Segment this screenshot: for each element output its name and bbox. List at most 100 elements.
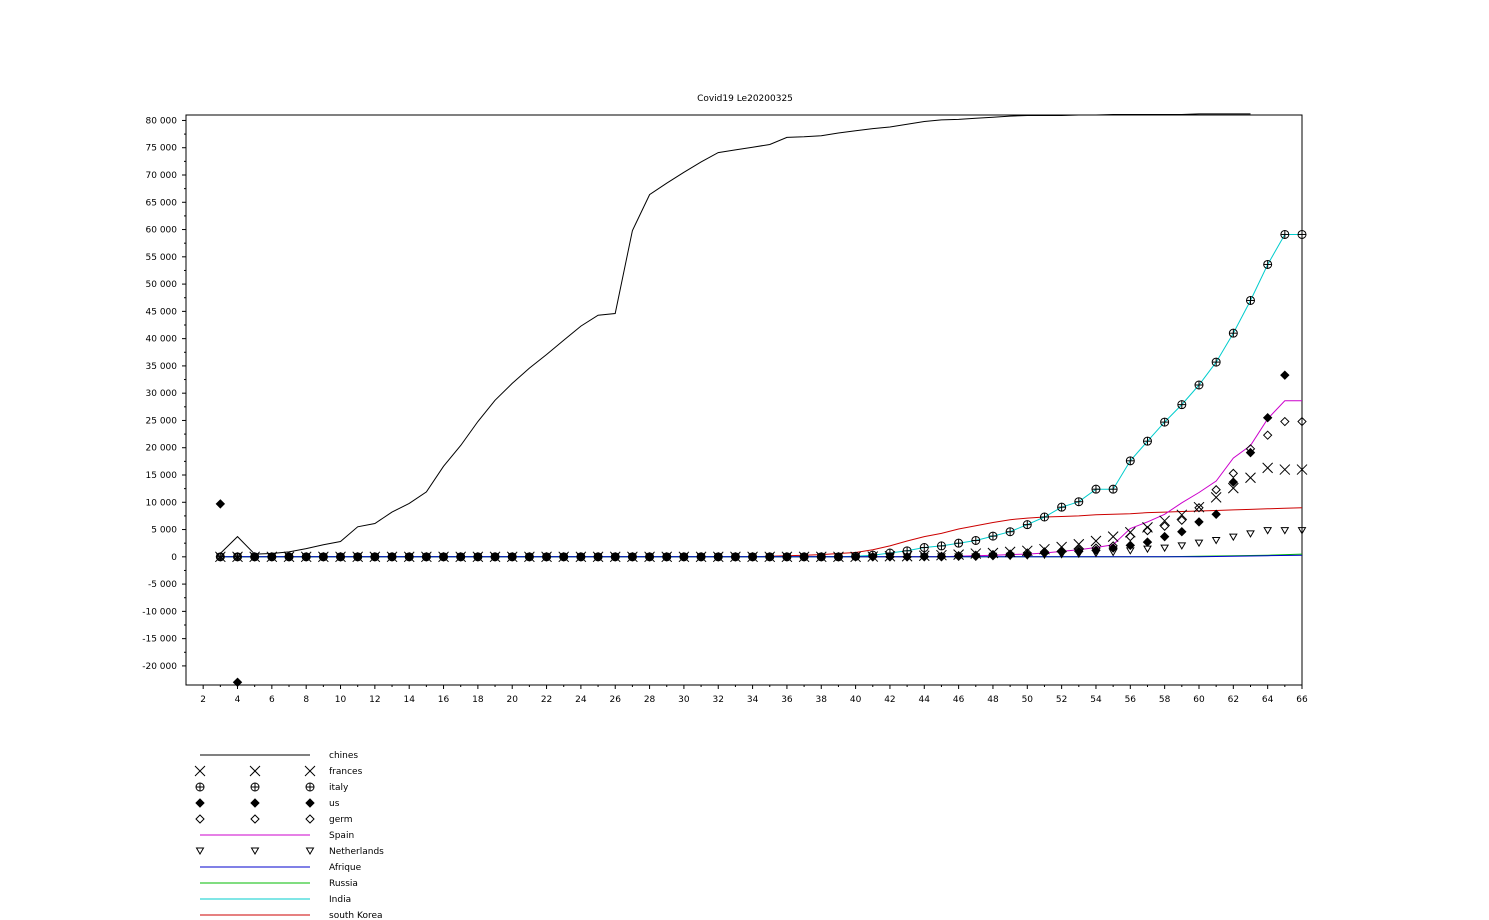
y-tick-label: 30 000 <box>146 389 178 399</box>
legend-label: frances <box>329 767 363 777</box>
legend-label: India <box>329 895 351 905</box>
x-tick-label: 32 <box>713 695 724 705</box>
legend-marker <box>250 847 260 855</box>
data-point-netherlands <box>1228 533 1238 542</box>
data-point-netherlands <box>284 553 294 561</box>
data-point-netherlands <box>576 553 586 561</box>
data-point-italy <box>988 531 998 541</box>
x-tick-label: 42 <box>884 695 895 705</box>
data-point-frances <box>1279 464 1291 475</box>
y-tick-label: 5 000 <box>151 526 177 536</box>
data-point-italy <box>954 538 964 548</box>
data-point-germ <box>1125 531 1136 542</box>
data-point-netherlands <box>421 553 431 561</box>
data-point-italy <box>936 541 946 551</box>
legend-entry-germ: germ <box>195 814 353 825</box>
data-point-frances <box>1210 492 1222 503</box>
series-south-korea <box>220 507 1303 558</box>
data-point-italy <box>1074 497 1084 507</box>
data-point-frances <box>1176 509 1188 521</box>
data-point-netherlands <box>765 553 775 561</box>
data-point-italy <box>1160 417 1170 427</box>
data-point-italy <box>1228 328 1238 338</box>
x-tick-label: 46 <box>953 695 965 705</box>
data-point-italy <box>1263 259 1273 269</box>
series-netherlands <box>215 527 1307 561</box>
data-point-netherlands <box>456 553 466 561</box>
legend-entry-south-korea: south Korea <box>200 911 383 920</box>
x-tick-label: 38 <box>816 695 828 705</box>
x-tick-label: 8 <box>303 695 309 705</box>
legend-entry-russia: Russia <box>200 879 358 889</box>
legend-label: italy <box>329 783 349 793</box>
data-point-frances <box>1090 535 1102 547</box>
data-point-netherlands <box>370 553 380 561</box>
data-point-italy <box>1108 484 1118 494</box>
y-tick-label: 20 000 <box>146 444 178 454</box>
data-point-italy <box>1297 229 1307 239</box>
data-point-netherlands <box>937 553 946 561</box>
data-point-netherlands <box>954 553 963 561</box>
legend-label: germ <box>329 815 353 825</box>
x-tick-label: 4 <box>235 695 241 705</box>
series-line-afrique <box>220 554 1303 558</box>
data-point-netherlands <box>490 553 500 561</box>
data-point-netherlands <box>1246 530 1255 538</box>
data-point-italy <box>1057 502 1067 512</box>
y-tick-label: -10 000 <box>142 607 177 617</box>
x-tick-label: 28 <box>644 695 656 705</box>
data-point-italy <box>1039 512 1049 522</box>
data-point-us <box>1194 517 1204 527</box>
x-tick-label: 26 <box>610 695 622 705</box>
series-line-spain <box>220 400 1302 558</box>
data-point-italy <box>1091 484 1101 494</box>
data-point-netherlands <box>902 553 912 561</box>
data-point-netherlands <box>267 553 277 561</box>
legend-entry-frances: frances <box>194 765 363 777</box>
data-point-italy <box>971 535 981 545</box>
x-tick-label: 36 <box>781 695 793 705</box>
data-point-netherlands <box>404 553 414 561</box>
data-point-us <box>215 499 226 509</box>
x-tick-label: 54 <box>1090 695 1102 705</box>
x-tick-label: 30 <box>678 695 690 705</box>
series-frances <box>214 462 1308 563</box>
data-point-netherlands <box>1091 550 1101 558</box>
x-tick-label: 34 <box>747 695 759 705</box>
x-tick-label: 48 <box>987 695 999 705</box>
data-point-us <box>1280 370 1290 380</box>
legend-marker <box>195 782 205 792</box>
plot-area <box>185 114 1303 686</box>
data-point-germ <box>1005 549 1015 559</box>
legend-label: Afrique <box>329 863 362 873</box>
data-point-germ <box>1211 485 1221 495</box>
data-point-germ <box>1228 468 1239 479</box>
legend-marker <box>250 798 260 808</box>
data-point-us <box>1142 537 1153 547</box>
data-point-netherlands <box>1143 545 1152 554</box>
data-point-germ <box>1297 416 1307 427</box>
data-point-germ <box>1159 521 1170 531</box>
x-tick-label: 6 <box>269 695 275 705</box>
legend-entry-netherlands: Netherlands <box>195 847 384 857</box>
data-point-frances <box>1193 501 1205 513</box>
data-point-germ <box>1091 543 1101 553</box>
x-tick-label: 40 <box>850 695 862 705</box>
data-point-germ <box>1074 545 1084 555</box>
data-point-italy <box>1125 456 1135 466</box>
data-point-netherlands <box>525 553 534 561</box>
plot-frame <box>185 114 1303 686</box>
series-india <box>220 234 1302 558</box>
legend-label: chines <box>329 751 358 761</box>
data-point-germ <box>1194 503 1204 513</box>
data-point-netherlands <box>834 553 843 561</box>
y-tick-label: 40 000 <box>146 335 178 345</box>
data-point-germ <box>1177 515 1187 525</box>
x-tick-label: 20 <box>506 695 518 705</box>
data-point-netherlands <box>593 553 603 561</box>
x-tick-label: 56 <box>1125 695 1137 705</box>
data-point-netherlands <box>782 553 792 561</box>
legend-label: Spain <box>329 831 354 841</box>
data-point-netherlands <box>662 553 672 561</box>
